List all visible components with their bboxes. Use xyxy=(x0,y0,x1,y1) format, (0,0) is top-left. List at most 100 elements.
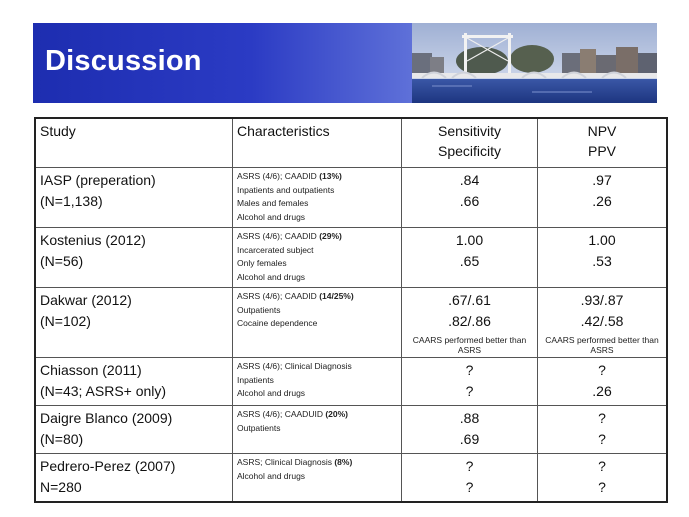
study-name: Kostenius (2012) xyxy=(40,232,146,248)
header-study: Study xyxy=(34,117,233,168)
char-main: ASRS (4/6); CAADID xyxy=(237,291,317,301)
table-row: Dakwar (2012) (N=102) ASRS (4/6); CAADID… xyxy=(34,287,668,358)
study-cell: Kostenius (2012) (N=56) xyxy=(34,227,233,288)
study-name: Daigre Blanco (2009) xyxy=(40,410,173,426)
study-name: Chiasson (2011) xyxy=(40,362,142,378)
ppv-value: ? xyxy=(598,431,606,447)
study-name: IASP (preperation) xyxy=(40,172,156,188)
npv-cell: ? ? xyxy=(537,453,668,502)
char-main: ASRS (4/6); CAADUID xyxy=(237,409,323,419)
ppv-value: .26 xyxy=(592,383,612,399)
table-row: Pedrero-Perez (2007) N=280 ASRS; Clinica… xyxy=(34,453,668,502)
sensitivity-value: .88 xyxy=(459,410,480,426)
study-cell: Pedrero-Perez (2007) N=280 xyxy=(34,453,233,502)
characteristics-cell: ASRS; Clinical Diagnosis (8%) Alcohol an… xyxy=(232,453,402,502)
ppv-value: .42/.58 xyxy=(580,313,624,329)
study-n: (N=56) xyxy=(40,253,84,269)
sensitivity-cell: .88 .69 xyxy=(401,405,538,454)
char-pct: (14/25%) xyxy=(319,291,354,301)
npv-cell: 1.00 .53 xyxy=(537,227,668,288)
sensitivity-cell: .67/.61 .82/.86 CAARS performed better t… xyxy=(401,287,538,358)
npv-value: 1.00 xyxy=(588,232,616,248)
header-npv-ppv: NPV PPV xyxy=(537,117,668,168)
char-main-line: ASRS (4/6); CAADID (14/25%) xyxy=(237,290,397,304)
npv-value: ? xyxy=(598,362,606,378)
characteristics-cell: ASRS (4/6); Clinical Diagnosis Inpatient… xyxy=(232,357,402,406)
char-main-line: ASRS (4/6); CAADUID (20%) xyxy=(237,408,397,422)
char-pct: (13%) xyxy=(319,171,342,181)
study-n: N=280 xyxy=(40,479,82,495)
char-line: Incarcerated subject xyxy=(237,244,314,255)
char-main-line: ASRS (4/6); CAADID (13%) xyxy=(237,170,397,184)
char-main: ASRS (4/6); CAADID xyxy=(237,231,317,241)
char-line: Inpatients xyxy=(237,374,274,385)
npv-cell: ? .26 xyxy=(537,357,668,406)
study-n: (N=43; ASRS+ only) xyxy=(40,383,167,399)
study-table: Study Characteristics Sensitivity Specif… xyxy=(34,117,668,503)
char-line: Alcohol and drugs xyxy=(237,271,306,282)
bridge-canal-photo-icon xyxy=(412,23,657,103)
char-main-line: ASRS (4/6); Clinical Diagnosis xyxy=(237,360,397,374)
table-row: Kostenius (2012) (N=56) ASRS (4/6); CAAD… xyxy=(34,227,668,288)
char-main: ASRS (4/6); Clinical Diagnosis xyxy=(237,361,352,371)
npv-note: CAARS performed better than ASRS xyxy=(545,335,659,355)
char-line: Alcohol and drugs xyxy=(237,211,306,222)
char-line: Only females xyxy=(237,258,287,268)
ppv-value: ? xyxy=(598,479,606,495)
title-banner: Discussion xyxy=(33,23,657,103)
npv-cell: .97 .26 xyxy=(537,167,668,228)
table-row: IASP (preperation) (N=1,138) ASRS (4/6);… xyxy=(34,167,668,228)
sensitivity-value: .67/.61 xyxy=(448,292,491,308)
char-line: Alcohol and drugs xyxy=(237,470,306,481)
char-line: Outpatients xyxy=(237,304,281,315)
specificity-value: ? xyxy=(465,383,474,399)
ppv-value: .26 xyxy=(592,193,612,209)
char-line: Inpatients and outpatients xyxy=(237,184,335,195)
sensitivity-value: ? xyxy=(465,458,474,474)
char-main-line: ASRS; Clinical Diagnosis (8%) xyxy=(237,456,397,470)
sensitivity-cell: .84 .66 xyxy=(401,167,538,228)
char-line: Outpatients xyxy=(237,422,281,433)
table-header-row: Study Characteristics Sensitivity Specif… xyxy=(34,117,668,168)
study-cell: Daigre Blanco (2009) (N=80) xyxy=(34,405,233,454)
header-characteristics: Characteristics xyxy=(232,117,402,168)
characteristics-cell: ASRS (4/6); CAADID (13%) Inpatients and … xyxy=(232,167,402,228)
sensitivity-value: .84 xyxy=(459,172,480,188)
study-n: (N=1,138) xyxy=(40,193,103,209)
header-ppv: PPV xyxy=(587,143,616,159)
header-npv: NPV xyxy=(587,123,617,139)
sensitivity-value: 1.00 xyxy=(455,232,484,248)
char-pct: (29%) xyxy=(319,231,342,241)
char-line: Cocaine dependence xyxy=(237,318,318,328)
specificity-value: .65 xyxy=(459,253,480,269)
characteristics-cell: ASRS (4/6); CAADUID (20%) Outpatients xyxy=(232,405,402,454)
sensitivity-cell: ? ? xyxy=(401,453,538,502)
sensitivity-cell: ? ? xyxy=(401,357,538,406)
table-row: Chiasson (2011) (N=43; ASRS+ only) ASRS … xyxy=(34,357,668,406)
table-row: Daigre Blanco (2009) (N=80) ASRS (4/6); … xyxy=(34,405,668,454)
study-name: Pedrero-Perez (2007) xyxy=(40,458,176,474)
npv-cell: .93/.87 .42/.58 CAARS performed better t… xyxy=(537,287,668,358)
study-cell: Dakwar (2012) (N=102) xyxy=(34,287,233,358)
ppv-value: .53 xyxy=(592,253,612,269)
header-specificity: Specificity xyxy=(437,143,502,159)
npv-value: ? xyxy=(598,410,606,426)
study-n: (N=80) xyxy=(40,431,84,447)
characteristics-cell: ASRS (4/6); CAADID (14/25%) Outpatients … xyxy=(232,287,402,358)
header-sensitivity-specificity: Sensitivity Specificity xyxy=(401,117,538,168)
char-main: ASRS (4/6); CAADID xyxy=(237,171,317,181)
char-main: ASRS; Clinical Diagnosis xyxy=(237,457,332,467)
char-pct: (20%) xyxy=(325,409,349,419)
npv-value: ? xyxy=(598,458,606,474)
specificity-value: .66 xyxy=(459,193,480,209)
characteristics-cell: ASRS (4/6); CAADID (29%) Incarcerated su… xyxy=(232,227,402,288)
study-cell: IASP (preperation) (N=1,138) xyxy=(34,167,233,228)
char-main-line: ASRS (4/6); CAADID (29%) xyxy=(237,230,397,244)
study-name: Dakwar (2012) xyxy=(40,292,132,308)
header-sensitivity: Sensitivity xyxy=(437,123,502,139)
npv-value: .93/.87 xyxy=(580,292,624,308)
study-cell: Chiasson (2011) (N=43; ASRS+ only) xyxy=(34,357,233,406)
char-line: Alcohol and drugs xyxy=(237,388,306,398)
char-line: Males and females xyxy=(237,198,309,208)
specificity-value: .82/.86 xyxy=(448,313,491,329)
